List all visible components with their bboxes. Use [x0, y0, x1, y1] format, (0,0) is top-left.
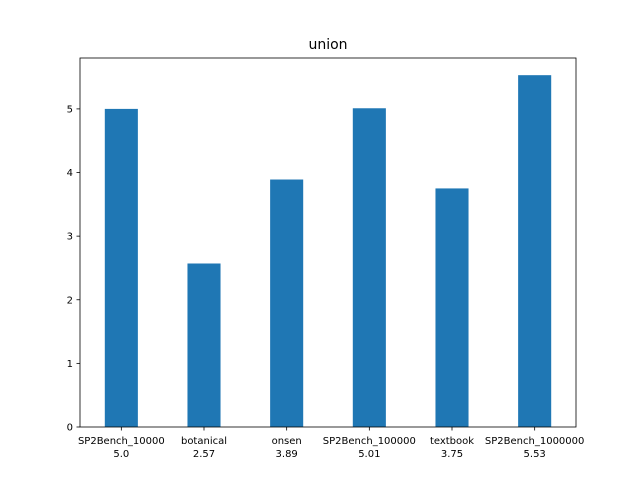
bar-textbook	[435, 188, 469, 427]
x-tick-value-label: 3.89	[276, 449, 298, 460]
y-tick-label: 4	[67, 168, 73, 179]
x-tick-label: onsen	[272, 436, 302, 447]
chart-title: union	[308, 37, 347, 53]
x-tick-label: SP2Bench_1000000	[485, 436, 584, 447]
y-tick-label: 2	[67, 295, 73, 306]
bar-SP2Bench_100000	[352, 108, 386, 427]
x-tick-value-label: 5.0	[113, 449, 129, 460]
y-tick-label: 3	[67, 232, 73, 243]
plot-frame	[79, 57, 577, 428]
x-tick-label: botanical	[181, 436, 227, 447]
x-tick-value-label: 5.01	[358, 449, 380, 460]
y-tick-label: 0	[67, 423, 73, 434]
x-tick-value-label: 2.57	[193, 449, 215, 460]
x-axis: SP2Bench_10000 5.0 botanical 2.57 onsen 3.89 S…	[78, 427, 584, 460]
x-tick-label: textbook	[430, 436, 474, 447]
bars	[104, 75, 552, 428]
bar-SP2Bench_10000	[104, 108, 138, 428]
x-tick-value-label: 5.53	[524, 449, 546, 460]
x-tick-value-label: 3.75	[441, 449, 463, 460]
y-tick-label: 1	[67, 359, 73, 370]
y-axis: 0 1 2 3 4 5	[67, 104, 80, 434]
y-tick-label: 5	[67, 104, 73, 115]
bar-botanical	[187, 263, 221, 427]
x-tick-label: SP2Bench_100000	[323, 436, 416, 447]
x-tick-label: SP2Bench_10000	[78, 436, 165, 447]
bar-SP2Bench_1000000	[518, 75, 552, 428]
bar-onsen	[270, 179, 304, 427]
